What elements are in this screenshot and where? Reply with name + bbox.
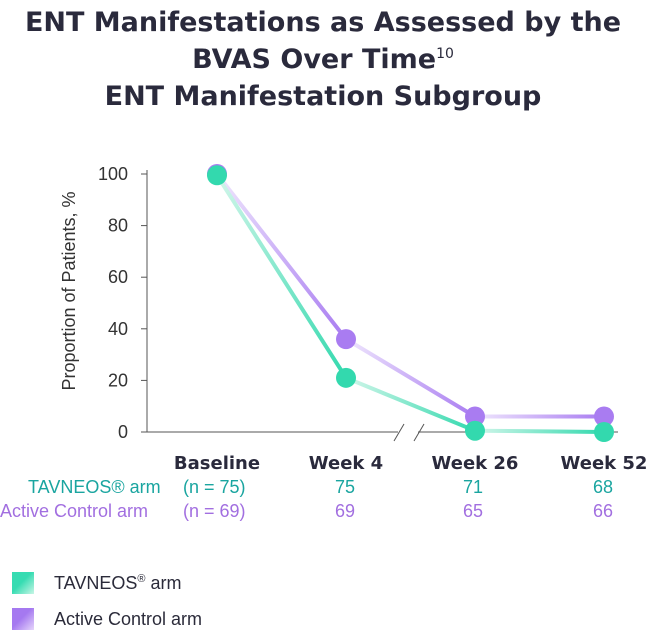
tavneos-swatch: [12, 572, 34, 594]
active-control-point: [594, 406, 614, 427]
active-control-point: [336, 329, 356, 350]
tavneos-point: [594, 422, 614, 442]
chart-title: ENT Manifestations as Assessed by the BV…: [0, 4, 646, 115]
tavneos-line-segment: [473, 428, 606, 434]
y-tick-label: 60: [108, 267, 128, 287]
y-tick-label: 0: [118, 422, 128, 442]
active-n-week52: 66: [593, 501, 614, 521]
tavneos-n-baseline: (n = 75): [183, 477, 246, 497]
active-control-line-segment: [344, 337, 477, 419]
y-tick-label: 80: [108, 216, 128, 236]
y-axis-label: Proportion of Patients, %: [59, 191, 79, 390]
x-tick-label: Week 26: [432, 453, 519, 474]
active-n-baseline: (n = 69): [183, 501, 246, 521]
title-line-3: ENT Manifestation Subgroup: [104, 81, 542, 112]
y-tick-label: 40: [108, 319, 128, 339]
y-tick-label: 20: [108, 370, 128, 390]
tavneos-n-week4: 75: [335, 477, 356, 497]
x-tick-label: Week 52: [561, 453, 646, 474]
active-control-swatch: [12, 608, 34, 630]
tavneos-line-segment: [215, 173, 348, 380]
y-tick-label: 100: [98, 164, 128, 184]
axis-break-mark-1: [393, 423, 405, 442]
title-line-1: ENT Manifestations as Assessed by the: [24, 7, 622, 38]
x-tick-label: Baseline: [174, 453, 260, 474]
active-control-line-segment: [215, 172, 348, 342]
tavneos-point: [336, 367, 356, 388]
title-line-2: BVAS Over Time10: [192, 44, 454, 75]
legend-label-tavneos: TAVNEOS® arm: [54, 572, 182, 593]
active-n-week4: 69: [335, 501, 356, 521]
tavneos-n-week26: 71: [463, 477, 484, 497]
tavneos-n-week52: 68: [593, 477, 614, 497]
tavneos-point: [465, 420, 485, 441]
legend-item-tavneos: TAVNEOS® arm: [12, 572, 181, 594]
tavneos-n-label: TAVNEOS® arm: [28, 477, 161, 497]
active-n-label: Active Control arm: [0, 501, 149, 521]
axis-break-mark-2: [413, 423, 425, 442]
tavneos-point: [207, 165, 227, 186]
x-tick-label: Week 4: [309, 453, 383, 474]
active-n-week26: 65: [463, 501, 484, 521]
title-reference: 10: [436, 46, 454, 62]
legend-item-active-control: Active Control arm: [12, 608, 202, 630]
active-control-point: [465, 406, 485, 427]
legend-label-active-control: Active Control arm: [54, 608, 203, 629]
tavneos-line-segment: [344, 375, 477, 433]
